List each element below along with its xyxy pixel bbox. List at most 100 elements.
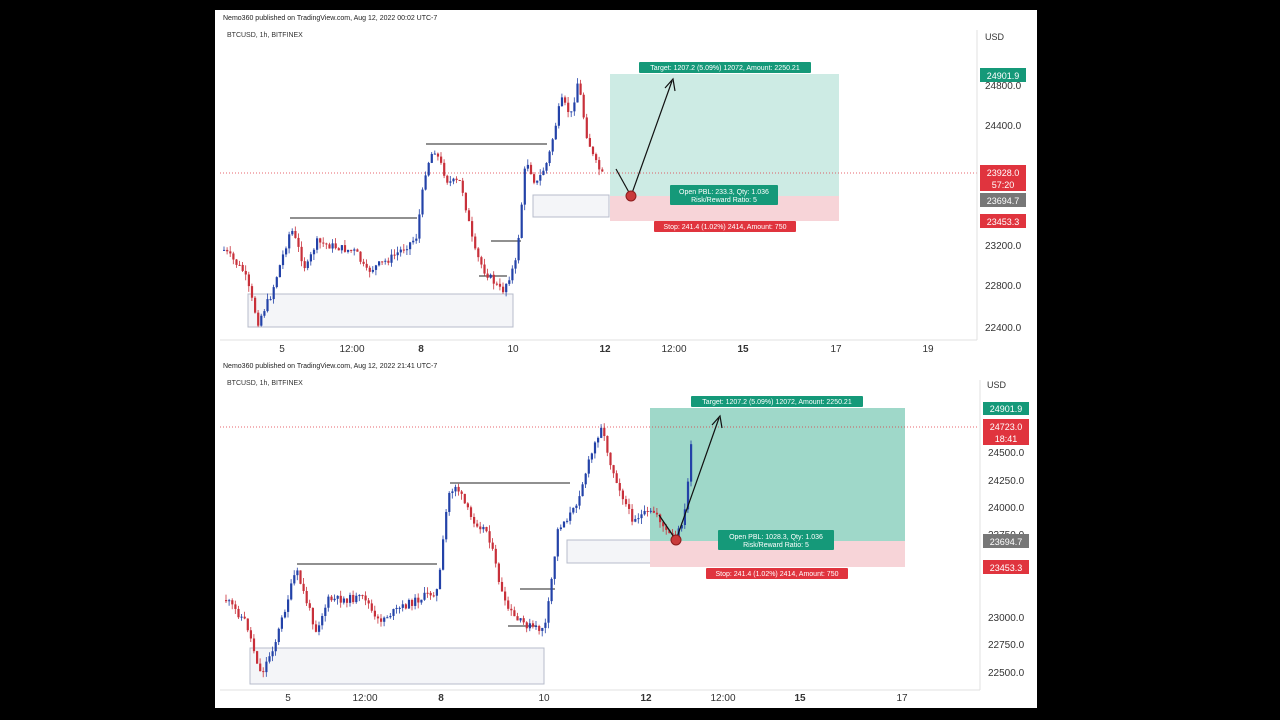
candle-body: [420, 599, 423, 603]
candle-body: [423, 592, 426, 600]
candle-body: [387, 260, 390, 263]
candle-body: [325, 243, 328, 245]
chart-svg-bottom[interactable]: Target: 1207.2 (5.09%) 12072, Amount: 22…: [215, 360, 1037, 708]
candle-body: [560, 97, 564, 107]
candle-body: [556, 529, 559, 557]
candle-body: [557, 106, 560, 126]
candle-body: [585, 117, 588, 139]
projection-arrow: [675, 417, 720, 541]
candle-body: [448, 492, 451, 512]
candle-body: [686, 481, 690, 510]
target-zone: [610, 74, 839, 196]
candle-body: [467, 210, 471, 222]
candle-body: [328, 244, 331, 249]
y-tick-label: 22500.0: [988, 668, 1025, 679]
candle-body: [257, 312, 260, 326]
candle-body: [356, 249, 359, 252]
candle-body: [262, 671, 265, 673]
candle-body: [359, 251, 362, 262]
candle-body: [519, 618, 522, 621]
candle-body: [637, 518, 640, 520]
candle-body: [566, 520, 569, 522]
candle-body: [302, 583, 305, 591]
candle-body: [640, 514, 643, 519]
candle-body: [544, 622, 547, 628]
last-price-tag: 24723.0: [990, 422, 1023, 432]
x-tick-label: 12:00: [661, 344, 686, 355]
candle-body: [274, 642, 277, 652]
candle-body: [458, 180, 461, 182]
candle-body: [578, 496, 581, 506]
candle-body: [469, 507, 473, 517]
candle-body: [418, 214, 421, 239]
candle-body: [535, 625, 538, 627]
candle-body: [541, 627, 544, 631]
range-box: [249, 647, 545, 685]
candle-body: [381, 261, 384, 263]
candle-body: [339, 595, 342, 603]
candle-body: [415, 238, 418, 241]
candle-body: [367, 600, 370, 604]
candle-body: [321, 615, 324, 626]
candle-body: [250, 286, 254, 298]
candle-body: [358, 595, 361, 597]
x-tick-label: 17: [896, 693, 908, 704]
candle-body: [480, 257, 483, 265]
stop-label: Stop: 241.4 (1.02%) 2414, Amount: 750: [664, 224, 787, 231]
candle-body: [297, 237, 300, 247]
candle-body: [603, 427, 606, 437]
candle-body: [395, 607, 398, 610]
candle-body: [278, 265, 281, 278]
candle-body: [529, 164, 533, 175]
candle-body: [252, 638, 256, 652]
candle-body: [340, 245, 343, 251]
candle-body: [293, 575, 296, 584]
candle-body: [244, 270, 247, 275]
candle-body: [463, 493, 466, 504]
candle-body: [491, 542, 494, 549]
candle-body: [389, 615, 392, 618]
candle-body: [547, 601, 550, 623]
candle-body: [505, 283, 508, 293]
candle-body: [659, 514, 662, 523]
chart-svg-top[interactable]: Target: 1207.2 (5.09%) 12072, Amount: 22…: [215, 10, 1037, 360]
symbol-label: BTCUSD, 1h, BITFINEX: [227, 32, 303, 39]
candle-body: [427, 162, 430, 176]
y-tick-label: 22400.0: [985, 323, 1022, 334]
range-box: [247, 293, 514, 328]
target-label: Target: 1207.2 (5.09%) 12072, Amount: 22…: [650, 65, 800, 72]
candle-body: [256, 651, 259, 664]
candle-body: [598, 160, 601, 170]
candle-body: [402, 249, 405, 251]
candle-body: [489, 274, 492, 278]
candle-body: [536, 180, 539, 183]
candle-body: [646, 510, 649, 512]
x-tick-label: 12: [640, 693, 652, 704]
candle-body: [331, 243, 334, 249]
candle-body: [545, 163, 548, 171]
candle-body: [451, 491, 454, 493]
candle-body: [343, 245, 347, 252]
candle-body: [634, 519, 637, 522]
candle-body: [229, 251, 232, 254]
candle-body: [240, 616, 243, 618]
candle-body: [259, 663, 262, 672]
candle-body: [621, 490, 624, 500]
arrow-head: [711, 414, 723, 429]
candle-body: [349, 594, 352, 603]
candle-body: [683, 509, 686, 526]
candle-body: [342, 598, 345, 603]
candle-body: [407, 599, 411, 609]
countdown-tag: 18:41: [995, 434, 1018, 444]
candle-body: [355, 595, 358, 603]
candle-body: [322, 242, 325, 244]
target-price-tag: 24901.9: [990, 404, 1023, 414]
y-tick-label: 23200.0: [985, 241, 1022, 252]
candle-body: [417, 597, 420, 603]
candle-body: [567, 102, 570, 113]
candle-body: [436, 153, 440, 157]
candle-body: [243, 616, 246, 619]
candle-body: [268, 656, 271, 662]
candle-body: [513, 610, 516, 617]
y-tick-label: 24400.0: [985, 121, 1022, 132]
